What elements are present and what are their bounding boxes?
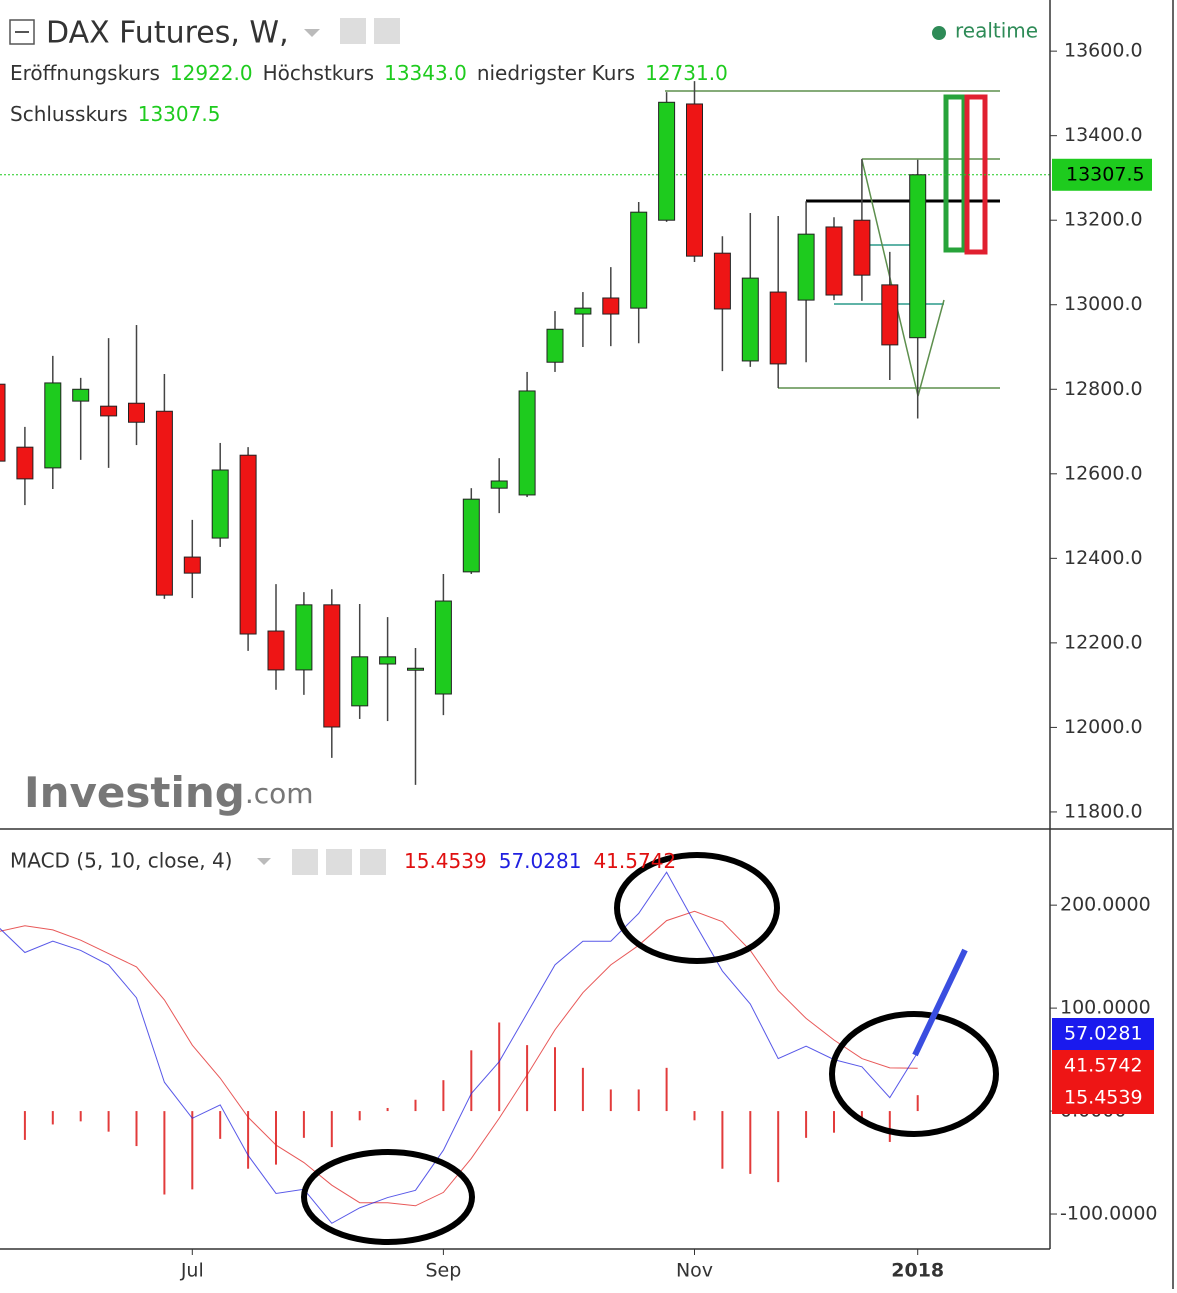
annotation-ellipse	[614, 852, 780, 964]
candle-body	[72, 388, 90, 402]
header-label: Eröffnungskurs	[10, 61, 160, 85]
candle-body	[100, 405, 118, 417]
value-label: 57.0281	[1064, 1023, 1143, 1045]
settings-button[interactable]	[374, 18, 400, 44]
y-tick-label: 12200.0	[1064, 631, 1143, 653]
y-tick-label: 13200.0	[1064, 209, 1143, 231]
y-tick-label: 12000.0	[1064, 716, 1143, 738]
candle-body	[16, 446, 34, 480]
annotation-box-green	[943, 94, 967, 253]
close-button[interactable]	[360, 849, 386, 875]
ohlc-header: Schlusskurs 13307.5	[10, 102, 220, 126]
value-box	[1052, 1018, 1154, 1050]
value-label: 41.5742	[1064, 1055, 1143, 1077]
dropdown-icon[interactable]	[257, 858, 271, 865]
candle-body	[630, 211, 648, 309]
candle-body	[379, 656, 397, 665]
candle-body	[0, 383, 6, 462]
candle-body	[462, 498, 480, 573]
dropdown-icon[interactable]	[304, 29, 320, 37]
x-tick-label: Jul	[180, 1260, 204, 1282]
candle-body	[741, 277, 759, 362]
candle-body	[769, 291, 787, 365]
candle-body	[686, 103, 703, 257]
header-label: niedrigster Kurs	[477, 61, 635, 85]
candle-body	[546, 328, 564, 363]
y-tick-label: 12600.0	[1064, 462, 1143, 484]
value-label: 15.4539	[1064, 1087, 1143, 1109]
y-tick-label: 13600.0	[1064, 40, 1143, 62]
candle-body	[211, 469, 229, 539]
value-box	[1052, 1050, 1154, 1082]
macd-title: MACD (5, 10, close, 4)	[10, 849, 232, 873]
y-tick-label: 200.0000	[1060, 894, 1151, 916]
y-tick-label: 12800.0	[1064, 378, 1143, 400]
x-tick-label: Nov	[676, 1260, 713, 1282]
candle-body	[155, 410, 173, 596]
candle-body	[602, 297, 620, 315]
candle-body	[44, 382, 62, 469]
signal-line	[0, 910, 918, 1207]
header-value: 13307.5	[138, 102, 221, 126]
candle-body	[267, 630, 285, 671]
candle-body	[434, 600, 452, 695]
macd-value: 41.5742	[593, 849, 676, 873]
candle-body	[351, 656, 369, 707]
y-tick-label: 11800.0	[1064, 800, 1143, 822]
candle-body	[239, 454, 257, 635]
candle-body	[490, 480, 508, 489]
macd-values: 15.4539 57.0281 41.5742	[404, 849, 676, 873]
last-price-label: 13307.5	[1066, 163, 1145, 185]
candle-body	[574, 307, 592, 315]
ohlc-header: Eröffnungskurs 12922.0 Höchstkurs 13343.0 ni…	[10, 61, 728, 85]
header-value: 12731.0	[645, 61, 728, 85]
macd-line	[0, 871, 919, 1224]
status: realtime	[955, 19, 1038, 43]
candle-body	[881, 284, 899, 346]
annotation-ellipse	[829, 1011, 999, 1137]
watermark: Investing.com	[24, 768, 314, 817]
plot: 11800.0 12000.0 12200.0 12400.0 12600.0 12800…	[0, 40, 1158, 1282]
chart-title: DAX Futures, W,	[46, 16, 289, 51]
status-dot	[932, 26, 946, 40]
y-tick-label: 13400.0	[1064, 124, 1143, 146]
annotation-arrow	[912, 948, 968, 1057]
candle-body	[909, 174, 927, 339]
candle-body	[658, 101, 676, 221]
x-tick-label: Sep	[425, 1260, 461, 1282]
annotation-ellipse	[301, 1149, 475, 1245]
candle-body	[295, 604, 313, 671]
candle-body	[713, 252, 731, 310]
candle-body	[323, 604, 341, 728]
macd-annotations	[301, 852, 999, 1245]
eye-button[interactable]	[292, 849, 318, 875]
last-price-box	[1052, 158, 1152, 191]
candle-body	[518, 390, 536, 496]
y-tick-label: 12400.0	[1064, 547, 1143, 569]
candle-body	[853, 219, 871, 276]
collapse-button[interactable]	[9, 19, 35, 45]
y-tick-label: 100.0000	[1060, 997, 1151, 1019]
x-tick-label: 2018	[891, 1260, 944, 1282]
header-label: Schlusskurs	[10, 102, 128, 126]
y-tick-label: 13000.0	[1064, 293, 1143, 315]
candle-body	[407, 667, 424, 671]
header-value: 12922.0	[170, 61, 253, 85]
header-value: 13343.0	[384, 61, 467, 85]
header-label: Höchstkurs	[263, 61, 375, 85]
eye-button[interactable]	[340, 18, 366, 44]
value-box	[1052, 1082, 1154, 1114]
candle-body	[128, 402, 145, 423]
macd-value: 15.4539	[404, 849, 487, 873]
settings-button[interactable]	[326, 849, 352, 875]
candle-body	[183, 556, 201, 574]
macd-value: 57.0281	[499, 849, 582, 873]
candle-body	[825, 226, 843, 296]
candle-body	[797, 233, 815, 301]
y-tick-label: -100.0000	[1060, 1203, 1158, 1225]
